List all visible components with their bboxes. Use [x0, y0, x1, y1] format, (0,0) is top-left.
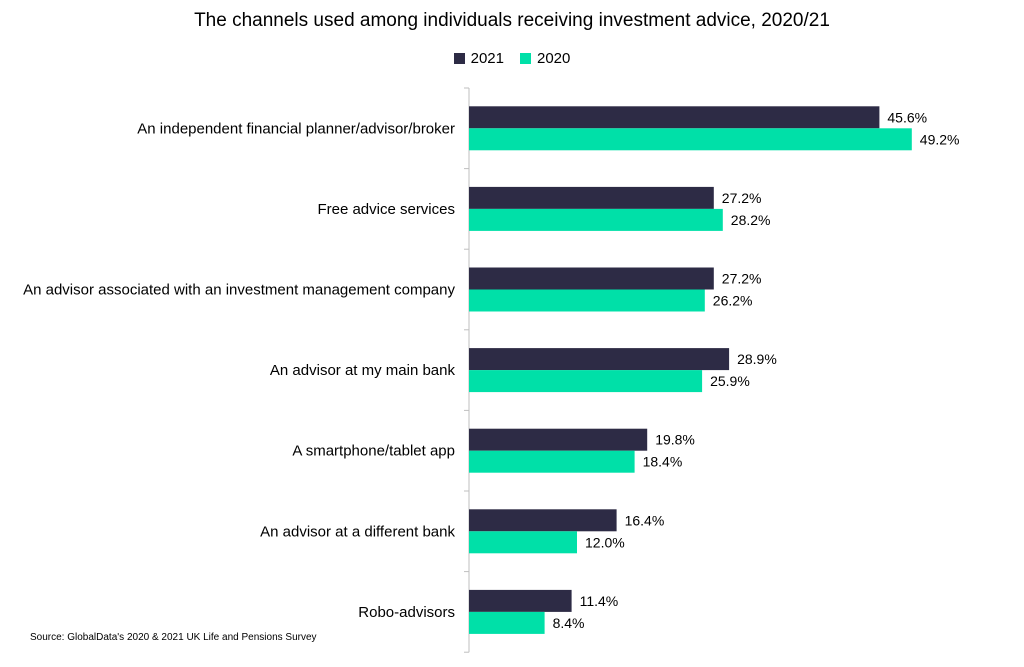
bar-2020: [469, 370, 703, 393]
bar-2021: [469, 106, 880, 129]
source-note: Source: GlobalData's 2020 & 2021 UK Life…: [30, 632, 317, 643]
category-label: Robo-advisors: [358, 604, 455, 621]
bar-2021: [469, 348, 730, 371]
legend-label-2020: 2020: [537, 50, 571, 67]
legend-swatch-2021: [453, 53, 465, 64]
bar-2020: [469, 450, 635, 473]
data-label-2020: 25.9%: [710, 373, 750, 389]
bar-2021: [469, 509, 617, 532]
legend-label-2021: 2021: [470, 50, 504, 67]
data-label-2021: 27.2%: [722, 190, 762, 206]
data-label-2021: 19.8%: [655, 432, 695, 448]
chart-title: The channels used among individuals rece…: [194, 10, 830, 31]
bar-2021: [469, 589, 572, 612]
data-label-2021: 28.9%: [737, 351, 777, 367]
bar-2021: [469, 186, 714, 209]
bar-2021: [469, 428, 648, 451]
bar-2020: [469, 289, 705, 312]
category-label: An advisor at a different bank: [260, 523, 455, 540]
category-label: An advisor associated with an investment…: [23, 282, 455, 299]
bar-2020: [469, 611, 545, 634]
data-label-2020: 28.2%: [731, 212, 771, 228]
legend-item-2020: 2020: [520, 50, 570, 67]
category-label: A smartphone/tablet app: [292, 443, 455, 460]
bar-2020: [469, 208, 723, 231]
data-label-2021: 45.6%: [887, 109, 927, 125]
bar-2020: [469, 531, 577, 554]
data-label-2020: 26.2%: [713, 293, 753, 309]
category-label: An advisor at my main bank: [270, 362, 456, 379]
data-label-2020: 49.2%: [920, 131, 960, 147]
data-label-2021: 27.2%: [722, 271, 762, 287]
legend-item-2021: 2021: [453, 50, 504, 67]
category-label: Free advice services: [317, 201, 455, 218]
category-label: An independent financial planner/advisor…: [137, 120, 455, 137]
data-label-2020: 18.4%: [643, 454, 683, 470]
chart-legend: 2021 2020: [0, 50, 1024, 67]
data-label-2020: 8.4%: [553, 615, 585, 631]
bar-2020: [469, 128, 912, 151]
data-label-2021: 11.4%: [580, 593, 619, 609]
bar-2021: [469, 267, 714, 290]
legend-swatch-2020: [520, 53, 531, 64]
data-label-2020: 12.0%: [585, 534, 625, 550]
data-label-2021: 16.4%: [625, 512, 665, 528]
